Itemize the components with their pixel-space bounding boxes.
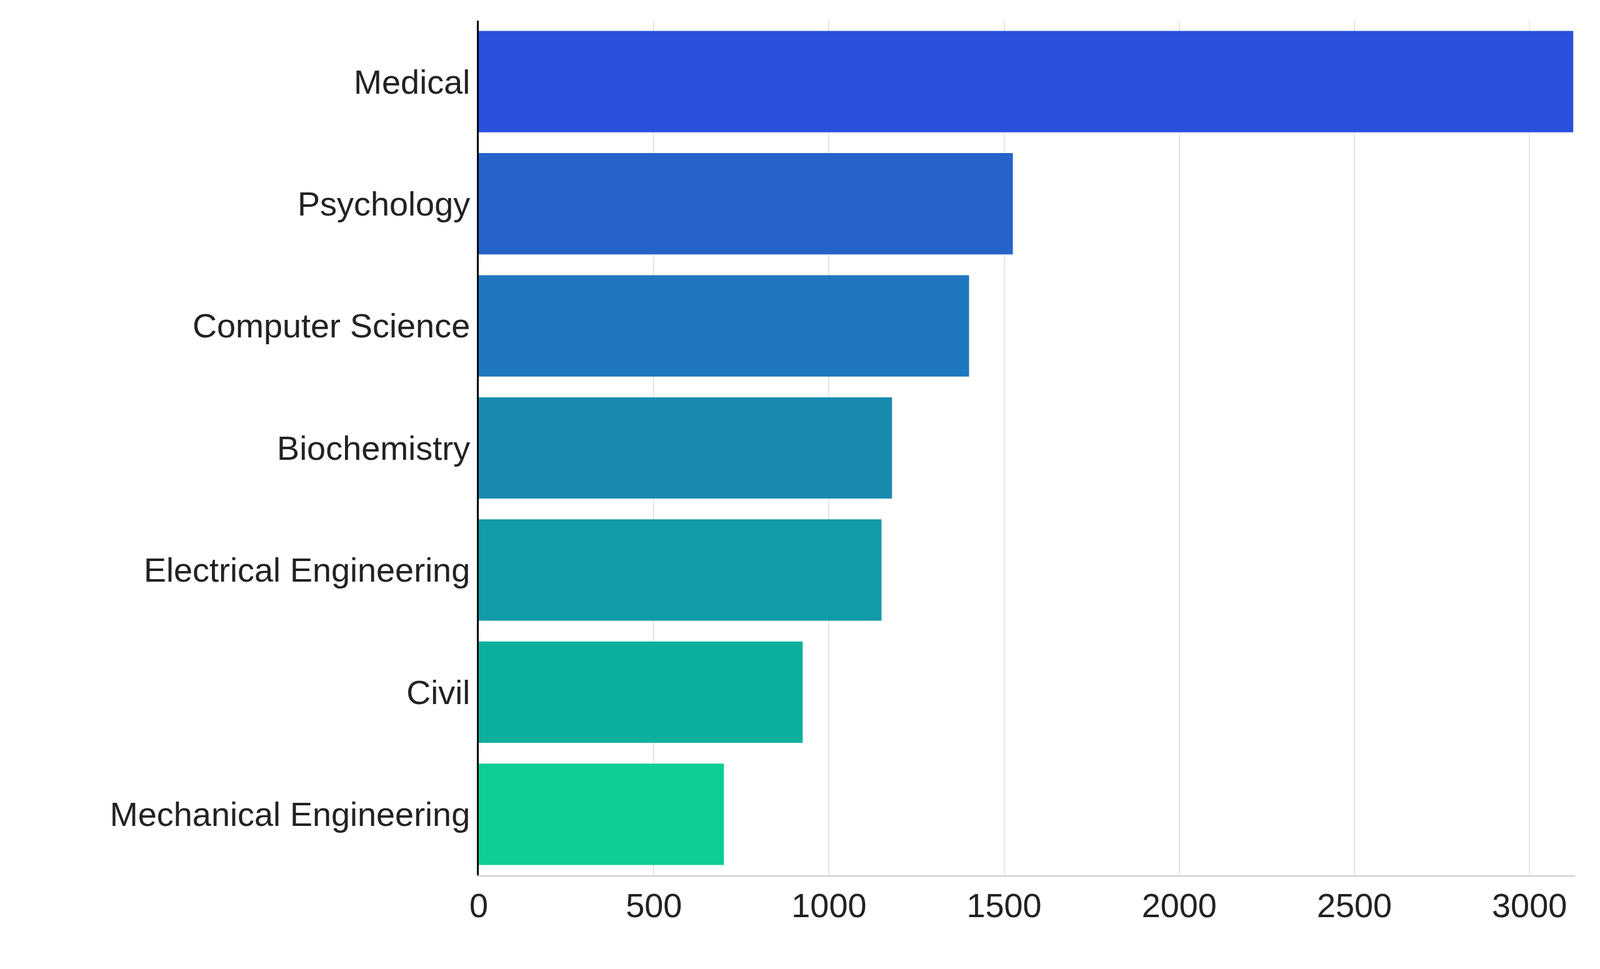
svg-text:1000: 1000 (791, 886, 867, 925)
svg-text:1500: 1500 (966, 886, 1042, 925)
svg-text:3000: 3000 (1491, 886, 1567, 925)
svg-text:2500: 2500 (1316, 886, 1392, 925)
svg-text:Mechanical Engineering: Mechanical Engineering (110, 795, 470, 834)
svg-text:Civil: Civil (406, 673, 470, 712)
svg-text:Medical: Medical (353, 63, 470, 101)
svg-text:Computer Science: Computer Science (192, 306, 470, 345)
svg-text:Psychology: Psychology (297, 185, 470, 223)
svg-text:Biochemistry: Biochemistry (276, 429, 470, 467)
svg-text:0: 0 (469, 886, 489, 925)
svg-text:500: 500 (625, 886, 682, 925)
svg-text:Electrical Engineering: Electrical Engineering (143, 551, 470, 589)
svg-text:2000: 2000 (1141, 886, 1217, 925)
